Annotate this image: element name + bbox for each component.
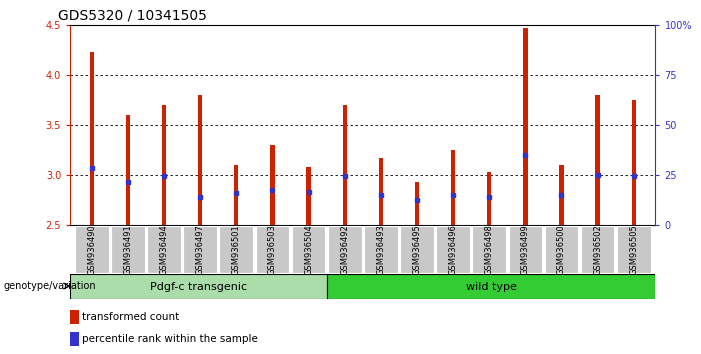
Bar xyxy=(271,145,275,225)
Bar xyxy=(415,182,419,225)
Point xyxy=(447,192,458,198)
Text: GSM936491: GSM936491 xyxy=(123,224,132,275)
Bar xyxy=(256,226,290,273)
Point xyxy=(158,173,170,179)
Bar xyxy=(379,158,383,225)
Bar xyxy=(508,226,542,273)
Text: GSM936504: GSM936504 xyxy=(304,224,313,275)
Bar xyxy=(617,226,651,273)
Bar xyxy=(111,226,145,273)
Text: Pdgf-c transgenic: Pdgf-c transgenic xyxy=(150,282,247,292)
Bar xyxy=(472,226,506,273)
Text: percentile rank within the sample: percentile rank within the sample xyxy=(83,334,258,344)
Text: GSM936492: GSM936492 xyxy=(340,224,349,275)
Point xyxy=(484,194,495,200)
Point xyxy=(375,192,386,198)
Text: GSM936494: GSM936494 xyxy=(160,224,168,275)
Bar xyxy=(436,226,470,273)
Point xyxy=(303,189,314,195)
Text: transformed count: transformed count xyxy=(83,312,179,322)
Bar xyxy=(559,165,564,225)
Point xyxy=(195,194,206,200)
Bar xyxy=(327,274,655,299)
Text: GSM936503: GSM936503 xyxy=(268,224,277,275)
Text: GSM936500: GSM936500 xyxy=(557,224,566,275)
Bar xyxy=(632,100,636,225)
Bar xyxy=(162,105,166,225)
Bar xyxy=(400,226,434,273)
Text: GSM936505: GSM936505 xyxy=(629,224,638,275)
Point xyxy=(556,192,567,198)
Text: GDS5320 / 10341505: GDS5320 / 10341505 xyxy=(58,8,207,22)
Bar xyxy=(328,226,362,273)
Point xyxy=(122,179,133,185)
Text: GSM936502: GSM936502 xyxy=(593,224,602,275)
Bar xyxy=(147,226,181,273)
Point xyxy=(267,187,278,193)
Point xyxy=(519,152,531,158)
Bar xyxy=(364,226,397,273)
Text: GSM936499: GSM936499 xyxy=(521,224,530,275)
Point xyxy=(86,165,97,171)
Bar xyxy=(70,332,79,346)
Bar xyxy=(487,172,491,225)
Text: GSM936497: GSM936497 xyxy=(196,224,205,275)
Bar xyxy=(595,95,600,225)
Text: wild type: wild type xyxy=(465,282,517,292)
Bar xyxy=(70,274,327,299)
Text: genotype/variation: genotype/variation xyxy=(4,281,96,291)
Bar xyxy=(198,95,203,225)
Bar xyxy=(70,310,79,324)
Text: GSM936490: GSM936490 xyxy=(88,224,96,275)
Bar xyxy=(580,226,615,273)
Text: GSM936495: GSM936495 xyxy=(412,224,421,275)
Bar xyxy=(125,115,130,225)
Text: GSM936501: GSM936501 xyxy=(232,224,241,275)
Text: GSM936498: GSM936498 xyxy=(484,224,494,275)
Point xyxy=(411,197,423,202)
Point xyxy=(339,173,350,179)
Bar xyxy=(306,167,311,225)
Text: GSM936496: GSM936496 xyxy=(449,224,458,275)
Point xyxy=(592,172,604,178)
Bar xyxy=(545,226,578,273)
Bar xyxy=(75,226,109,273)
Bar xyxy=(184,226,217,273)
Bar xyxy=(292,226,325,273)
Point xyxy=(628,173,639,179)
Bar xyxy=(90,52,94,225)
Bar xyxy=(234,165,238,225)
Bar xyxy=(343,105,347,225)
Bar xyxy=(219,226,253,273)
Bar xyxy=(523,28,528,225)
Text: GSM936493: GSM936493 xyxy=(376,224,386,275)
Bar xyxy=(451,150,455,225)
Point xyxy=(231,190,242,196)
